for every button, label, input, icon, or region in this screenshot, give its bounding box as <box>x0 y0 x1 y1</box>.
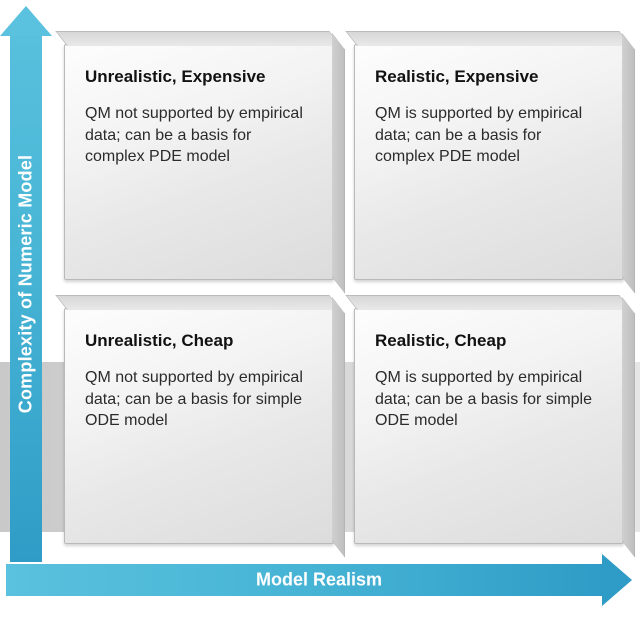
quadrant-title: Realistic, Expensive <box>375 67 603 87</box>
y-axis-arrowhead-icon <box>0 6 52 36</box>
quadrant-bottom-right: Realistic, Cheap QM is supported by empi… <box>354 308 624 544</box>
quadrant-title: Realistic, Cheap <box>375 331 603 351</box>
y-axis-arrow: Complexity of Numeric Model <box>6 6 46 562</box>
quadrant-body: QM is supported by empirical data; can b… <box>375 103 603 168</box>
y-axis-label: Complexity of Numeric Model <box>16 155 37 413</box>
quadrant-body: QM is supported by empirical data; can b… <box>375 367 603 432</box>
quadrant-bottom-left: Unrealistic, Cheap QM not supported by e… <box>64 308 334 544</box>
quadrant-body: QM not supported by empirical data; can … <box>85 103 313 168</box>
quadrant-title: Unrealistic, Cheap <box>85 331 313 351</box>
quadrant-panel: Realistic, Cheap QM is supported by empi… <box>354 308 624 544</box>
diagram-2x2: Complexity of Numeric Model Model Realis… <box>0 0 640 617</box>
quadrant-top-left: Unrealistic, Expensive QM not supported … <box>64 44 334 280</box>
quadrant-panel: Realistic, Expensive QM is supported by … <box>354 44 624 280</box>
x-axis-label: Model Realism <box>256 570 382 591</box>
quadrant-panel: Unrealistic, Expensive QM not supported … <box>64 44 334 280</box>
quadrant-title: Unrealistic, Expensive <box>85 67 313 87</box>
quadrant-panel: Unrealistic, Cheap QM not supported by e… <box>64 308 334 544</box>
x-axis-arrow: Model Realism <box>6 560 632 600</box>
quadrant-body: QM not supported by empirical data; can … <box>85 367 313 432</box>
x-axis-arrowhead-icon <box>602 554 632 606</box>
quadrant-top-right: Realistic, Expensive QM is supported by … <box>354 44 624 280</box>
